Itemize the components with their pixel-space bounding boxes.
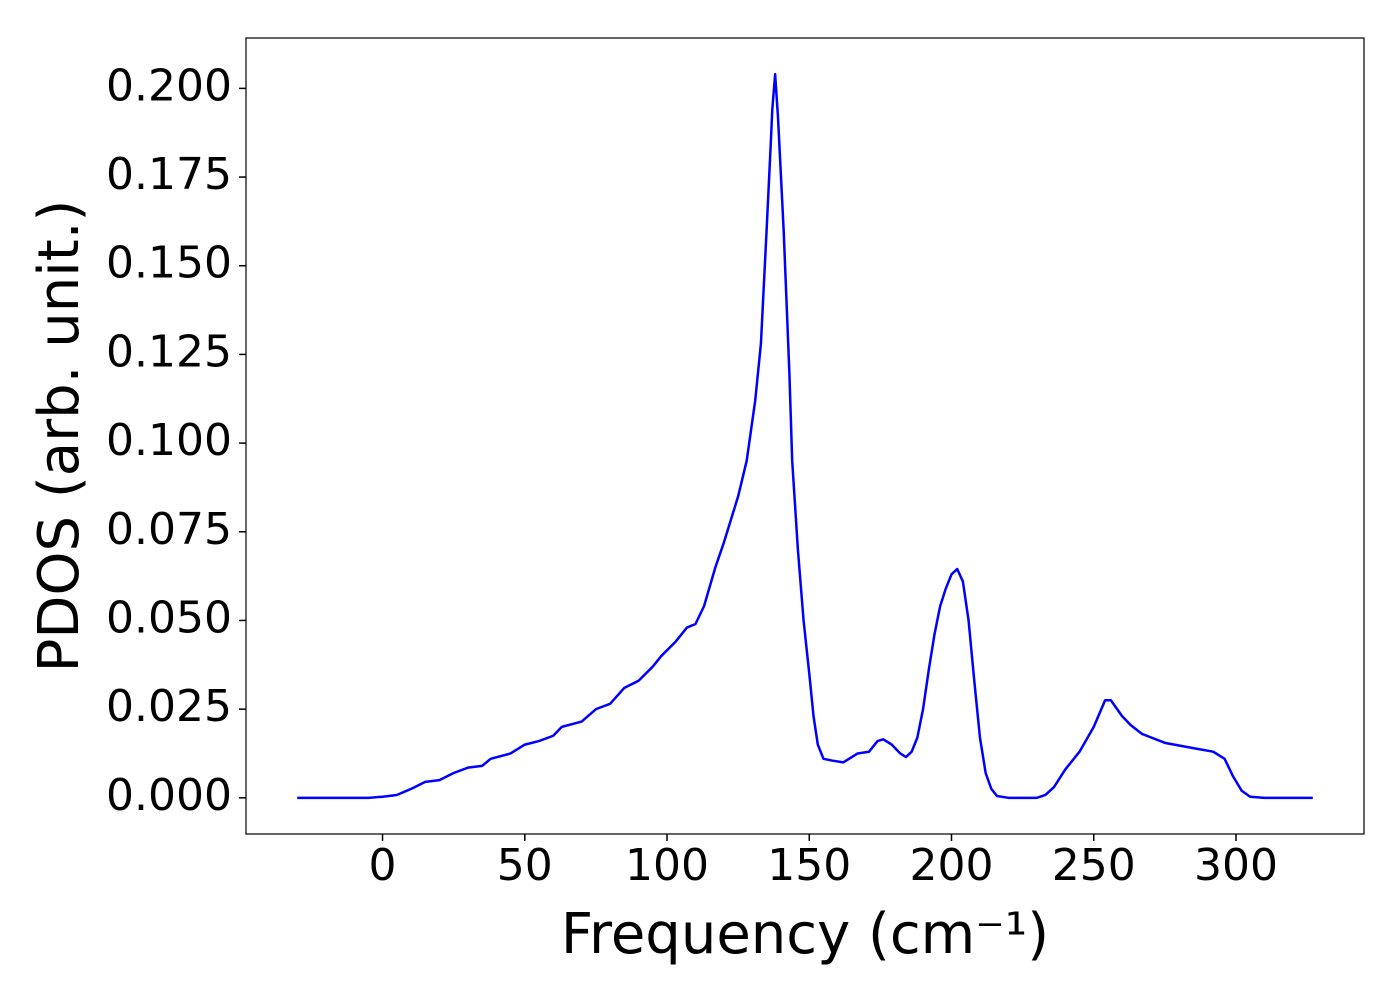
y-axis-label: PDOS (arb. unit.) (27, 200, 92, 673)
x-tick-label: 200 (910, 840, 994, 891)
x-tick-label: 150 (767, 840, 851, 891)
y-tick-label: 0.150 (106, 238, 232, 289)
y-tick-label: 0.000 (106, 770, 232, 821)
y-tick-label: 0.050 (106, 592, 232, 643)
x-tick-label: 100 (625, 840, 709, 891)
x-tick-label: 50 (497, 840, 553, 891)
plot-frame (245, 37, 1365, 835)
y-tick-label: 0.025 (106, 681, 232, 732)
x-axis-label: Frequency (cm⁻¹) (561, 902, 1049, 967)
y-tick-label: 0.125 (106, 326, 232, 377)
x-tick-label: 300 (1194, 840, 1278, 891)
y-tick-label: 0.200 (106, 60, 232, 111)
y-tick-label: 0.175 (106, 149, 232, 200)
y-tick-label: 0.075 (106, 504, 232, 555)
x-tick-label: 250 (1052, 840, 1136, 891)
data-line (297, 72, 1313, 800)
y-tick-label: 0.100 (106, 415, 232, 466)
x-tick-label: 0 (369, 840, 397, 891)
